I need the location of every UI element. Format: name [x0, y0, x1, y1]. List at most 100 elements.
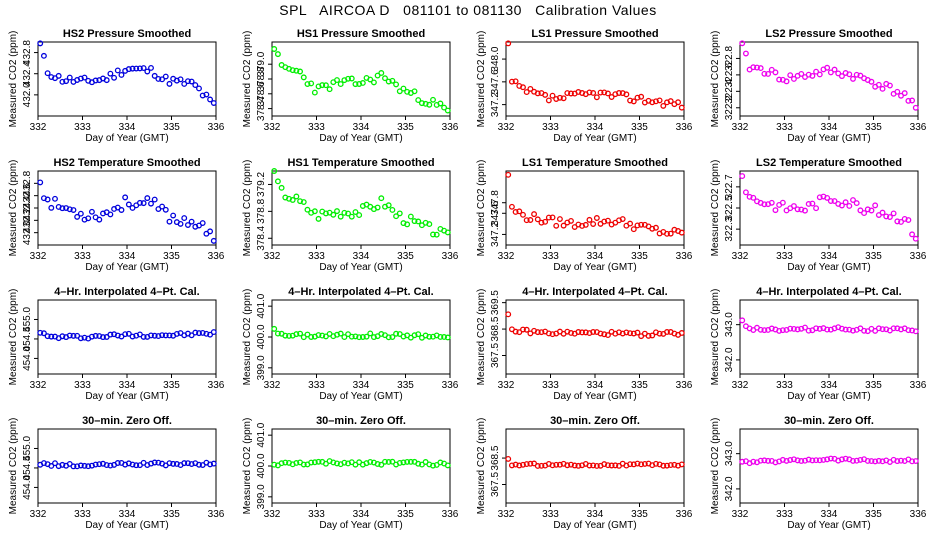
y-axis-label: Measured CO2 (ppm)	[476, 289, 487, 386]
data-point	[739, 458, 746, 465]
y-tick-label: 343.0	[724, 312, 735, 337]
data-point	[549, 214, 556, 221]
data-point	[293, 460, 300, 466]
data-point	[140, 333, 147, 340]
x-axis-label: Day of Year (GMT)	[787, 133, 870, 144]
data-point	[512, 461, 519, 468]
x-axis-label: Day of Year (GMT)	[553, 133, 636, 144]
data-point	[341, 459, 348, 466]
x-tick-label: 333	[776, 251, 793, 262]
data-point	[363, 333, 370, 340]
data-point	[652, 98, 659, 105]
data-point	[441, 334, 448, 340]
data-point	[857, 207, 864, 214]
data-point	[553, 461, 560, 468]
x-tick-label: 335	[163, 509, 180, 520]
data-point	[794, 326, 801, 333]
panel-title: 30–min. Zero Off.	[316, 415, 406, 427]
data-point	[568, 330, 574, 336]
data-point	[322, 82, 329, 89]
data-point	[48, 204, 55, 211]
data-point	[196, 461, 202, 468]
data-point	[196, 85, 202, 92]
x-tick-label: 333	[308, 380, 325, 391]
data-point	[675, 99, 682, 106]
x-tick-label: 336	[676, 122, 693, 133]
data-point	[136, 199, 143, 206]
data-point	[571, 462, 578, 469]
data-point	[177, 76, 184, 83]
x-tick-label: 336	[208, 380, 225, 391]
panel-title: LS1 Pressure Smoothed	[531, 28, 658, 40]
data-point	[590, 90, 597, 96]
data-point	[337, 330, 344, 337]
data-point	[400, 85, 407, 92]
data-point	[612, 462, 619, 469]
data-point	[393, 213, 400, 220]
data-point	[890, 210, 897, 217]
data-point	[151, 332, 158, 339]
x-tick-label: 336	[676, 380, 693, 391]
data-point	[787, 72, 794, 79]
data-point	[148, 332, 154, 339]
data-point	[761, 70, 768, 77]
data-point	[634, 222, 641, 229]
data-point	[77, 462, 84, 469]
y-tick-label: 432.4	[22, 61, 33, 86]
y-tick-label: 368.5	[490, 445, 501, 470]
x-tick-label: 336	[910, 122, 927, 133]
data-point	[742, 50, 749, 57]
data-point	[630, 330, 637, 337]
data-point	[37, 179, 44, 186]
data-point	[890, 325, 897, 332]
data-point	[114, 67, 121, 74]
data-point	[667, 230, 674, 237]
x-tick-label: 335	[631, 509, 648, 520]
data-point	[162, 73, 169, 80]
data-point	[879, 326, 886, 333]
data-point	[311, 208, 318, 215]
data-point	[166, 218, 173, 225]
data-point	[293, 67, 300, 74]
data-point	[203, 330, 210, 337]
data-point	[433, 231, 440, 238]
data-point	[630, 461, 637, 468]
data-point	[352, 209, 359, 215]
data-point	[868, 207, 875, 214]
data-point	[293, 193, 300, 200]
data-point	[593, 215, 600, 221]
data-point	[404, 221, 411, 228]
y-axis-label: Measured CO2 (ppm)	[710, 289, 721, 386]
x-tick-label: 334	[821, 509, 838, 520]
data-point	[508, 462, 515, 469]
plot-frame	[739, 41, 919, 117]
data-point	[901, 90, 908, 97]
y-axis-label: Measured CO2 (ppm)	[710, 31, 721, 128]
data-point	[297, 330, 304, 337]
x-axis-label: Day of Year (GMT)	[787, 262, 870, 273]
data-point	[816, 71, 823, 78]
data-point	[308, 80, 315, 87]
data-point	[553, 222, 560, 229]
data-point	[616, 90, 622, 96]
data-point	[345, 210, 352, 217]
data-point	[210, 460, 217, 467]
data-point	[523, 326, 530, 333]
data-point	[586, 462, 593, 469]
data-point	[597, 330, 604, 337]
data-point	[868, 458, 875, 465]
x-tick-label: 333	[308, 122, 325, 133]
data-point	[151, 459, 158, 466]
x-tick-label: 335	[397, 251, 414, 262]
panel-title: 4–Hr. Interpolated 4–Pt. Cal.	[54, 286, 200, 298]
data-point	[739, 317, 746, 324]
data-point	[575, 329, 582, 335]
data-point	[426, 221, 433, 228]
data-point	[207, 331, 214, 338]
data-point	[853, 71, 860, 78]
panel-title: HS2 Pressure Smoothed	[63, 28, 191, 40]
y-tick-label: 368.5	[490, 316, 501, 341]
data-point	[300, 334, 307, 341]
data-point	[170, 212, 177, 219]
data-point	[593, 462, 600, 469]
